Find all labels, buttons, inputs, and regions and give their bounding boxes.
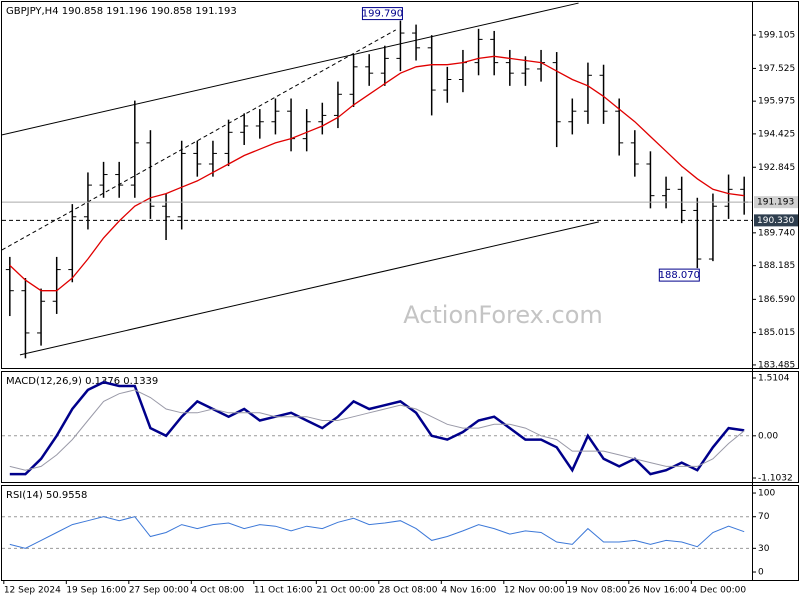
series-line: [9, 380, 745, 476]
trendline: [2, 2, 579, 136]
trendline: [19, 221, 599, 356]
y-tick-label: 192.845: [758, 163, 795, 173]
price-level-box: [754, 214, 798, 227]
trendline: [2, 29, 396, 251]
y-tick-label: 199.105: [758, 31, 795, 41]
y-tick-label: 185.015: [758, 328, 795, 338]
annotation-label: 188.070: [659, 270, 700, 281]
annotation-box: [658, 268, 700, 282]
y-tick-label: 195.975: [758, 97, 795, 107]
plot-area: GBPJPY,H4 190.858 191.196 190.858 191.19…: [2, 2, 749, 359]
rsi-panel: [1, 485, 799, 581]
x-tick-label: 28 Oct 08:00: [379, 586, 438, 596]
y-tick-label: 70: [758, 512, 770, 522]
x-tick-label: 4 Dec 00:00: [691, 586, 746, 596]
series-line: [9, 389, 745, 471]
x-tick-label: 26 Nov 16:00: [629, 586, 690, 596]
annotation-label: 199.790: [362, 9, 403, 20]
series-line: [9, 55, 745, 292]
y-tick-label: 186.590: [758, 295, 795, 305]
panel-title: RSI(14) 50.9558: [6, 490, 87, 501]
price-level-label: 190.330: [757, 216, 794, 226]
price-panel: [1, 1, 799, 369]
x-tick-label: 21 Oct 00:00: [316, 586, 375, 596]
price-level-label: 191.193: [757, 198, 794, 208]
y-tick-label: 197.525: [758, 64, 795, 74]
macd-panel: [1, 371, 799, 483]
x-tick-label: 11 Oct 16:00: [254, 586, 313, 596]
y-tick-label: 0: [758, 568, 764, 578]
y-tick-label: 183.485: [758, 360, 795, 370]
x-tick-label: 4 Oct 08:00: [191, 586, 244, 596]
y-tick-label: 100: [758, 489, 775, 499]
annotation-box: [361, 7, 403, 21]
x-tick-label: 12 Nov 00:00: [504, 586, 565, 596]
y-tick-label: 30: [758, 544, 770, 554]
x-tick-label: 12 Sep 2024: [4, 586, 61, 596]
x-tick-label: 4 Nov 16:00: [441, 586, 496, 596]
y-tick-label: 189.740: [758, 228, 795, 238]
watermark: ActionForex.com: [403, 301, 603, 329]
plot-area: RSI(14) 50.9558: [2, 490, 752, 549]
y-tick-label: 194.425: [758, 129, 795, 139]
y-tick-label: -1.1032: [758, 474, 793, 484]
plot-area: MACD(12,26,9) 0.1376 0.1339: [2, 376, 752, 476]
x-tick-label: 19 Sep 16:00: [66, 586, 126, 596]
x-tick-label: 27 Sep 00:00: [129, 586, 189, 596]
y-tick-label: 188.185: [758, 261, 795, 271]
panel-title: GBPJPY,H4 190.858 191.196 190.858 191.19…: [6, 6, 237, 17]
price-level-box: [754, 196, 798, 209]
x-tick-label: 19 Nov 08:00: [566, 586, 627, 596]
y-tick-label: 0.00: [758, 431, 778, 441]
series-line: [9, 516, 745, 549]
panel-title: MACD(12,26,9) 0.1376 0.1339: [6, 376, 158, 387]
y-tick-label: 1.5104: [758, 373, 790, 383]
